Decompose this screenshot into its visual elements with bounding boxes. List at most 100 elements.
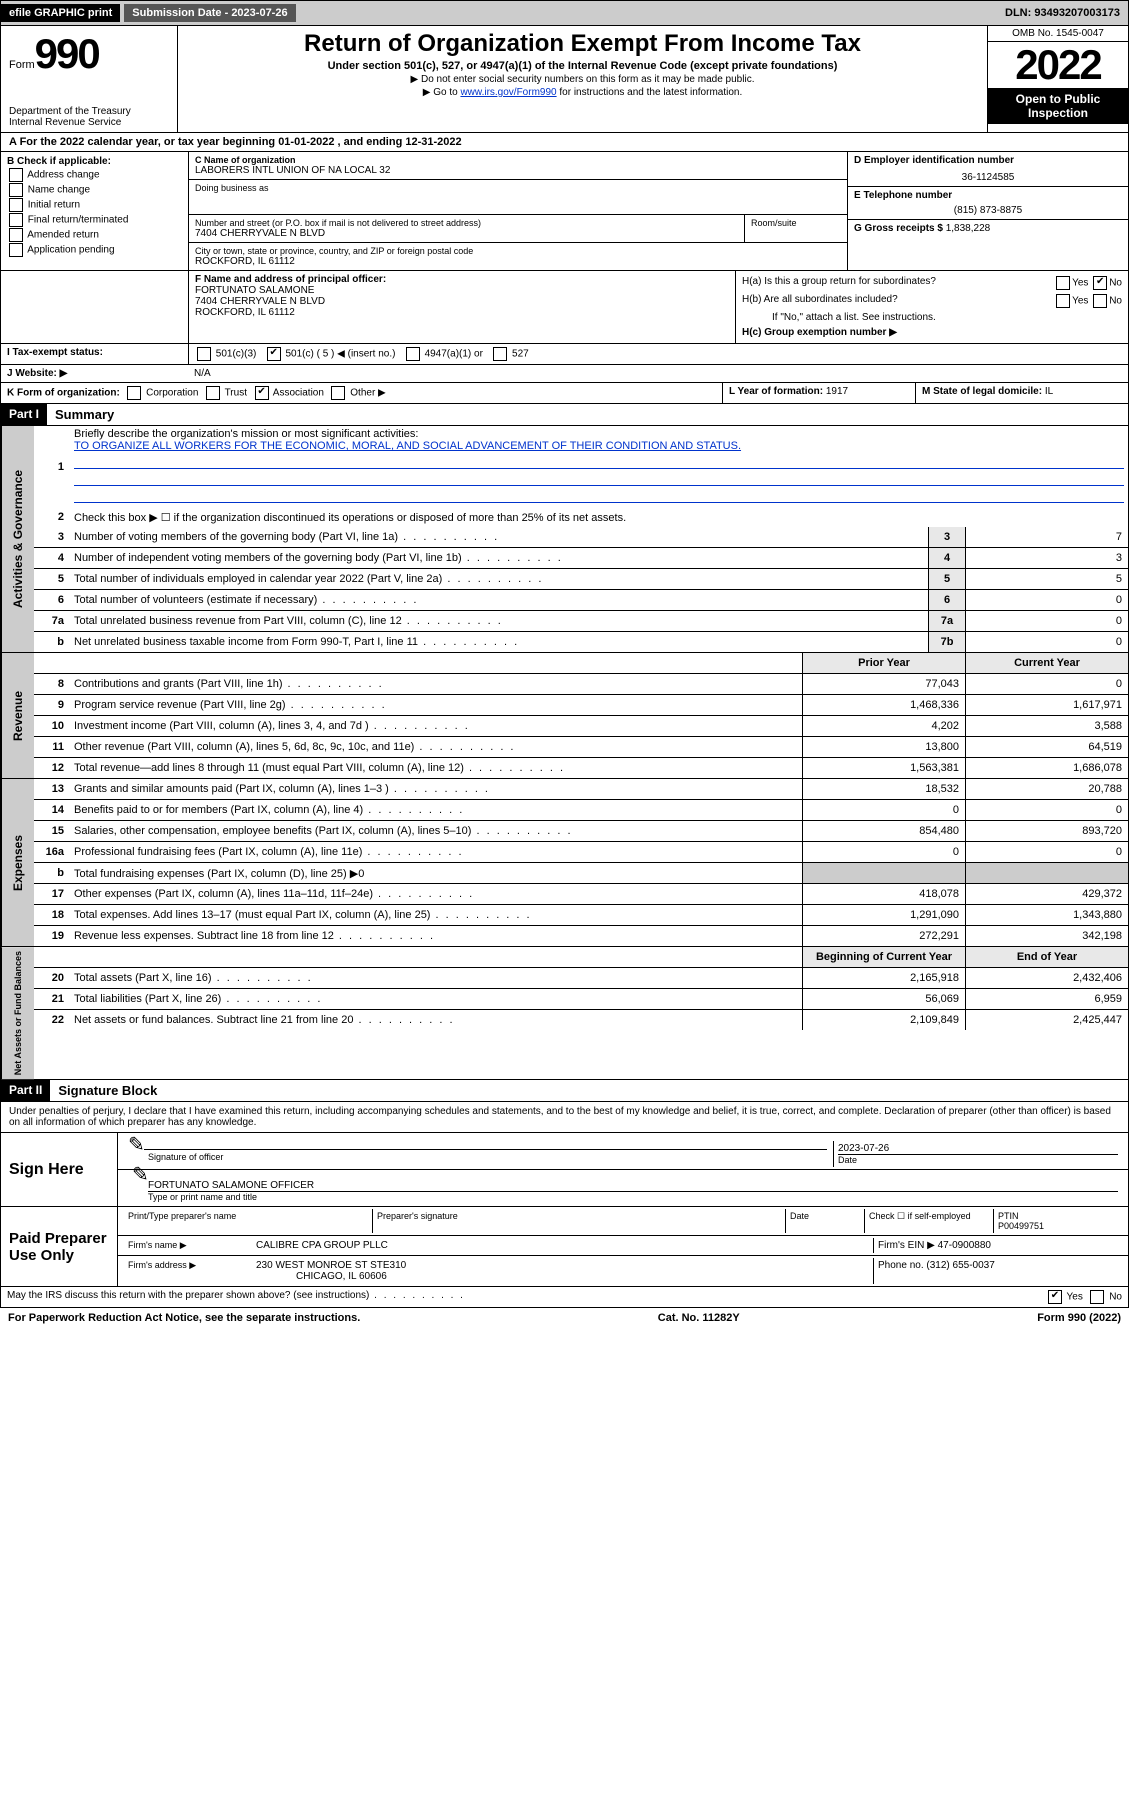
row-klm: K Form of organization: Corporation Trus… <box>0 383 1129 404</box>
state-domicile: IL <box>1045 386 1053 397</box>
ptin-label: PTIN <box>998 1211 1118 1221</box>
chk-other[interactable] <box>331 386 345 400</box>
chk-application-pending[interactable]: Application pending <box>7 243 182 257</box>
net-assets-section: Net Assets or Fund Balances Beginning of… <box>0 947 1129 1080</box>
chk-address-change[interactable]: Address change <box>7 168 182 182</box>
submission-date-button[interactable]: Submission Date - 2023-07-26 <box>124 4 295 22</box>
revenue-section: Revenue Prior Year Current Year 8 Contri… <box>0 653 1129 779</box>
col-b-checkboxes: B Check if applicable: Address change Na… <box>1 152 189 270</box>
row-j-website: J Website: ▶ N/A <box>0 365 1129 383</box>
chk-527[interactable] <box>493 347 507 361</box>
ein-value: 36-1124585 <box>854 172 1122 183</box>
ha-no[interactable] <box>1093 276 1107 290</box>
footer-right: Form 990 (2022) <box>1037 1312 1121 1324</box>
name-title-label: Type or print name and title <box>148 1191 1118 1202</box>
chk-501c[interactable] <box>267 347 281 361</box>
tax-year: 2022 <box>988 42 1128 88</box>
prep-sig-label: Preparer's signature <box>373 1209 786 1233</box>
ptin-value: P00499751 <box>998 1221 1118 1231</box>
i-label: I Tax-exempt status: <box>1 344 189 364</box>
part1-badge: Part I <box>1 404 47 425</box>
header-center: Return of Organization Exempt From Incom… <box>178 26 987 132</box>
discuss-label: May the IRS discuss this return with the… <box>1 1287 916 1307</box>
vtab-revenue: Revenue <box>1 653 34 778</box>
declaration-text: Under penalties of perjury, I declare th… <box>0 1102 1129 1133</box>
chk-amended-return[interactable]: Amended return <box>7 228 182 242</box>
line-12: 12 Total revenue—add lines 8 through 11 … <box>34 758 1128 778</box>
row-fh: F Name and address of principal officer:… <box>0 271 1129 344</box>
q2-label: Check this box ▶ ☐ if the organization d… <box>70 509 1128 526</box>
discuss-row: May the IRS discuss this return with the… <box>0 1287 1129 1308</box>
ha-yes[interactable] <box>1056 276 1070 290</box>
paid-preparer-label: Paid Preparer Use Only <box>1 1207 117 1286</box>
form-note-1: ▶ Do not enter social security numbers o… <box>186 74 979 85</box>
form-note-2: ▶ Go to www.irs.gov/Form990 for instruct… <box>186 87 979 98</box>
prep-date-label: Date <box>786 1209 865 1233</box>
firm-addr-label: Firm's address ▶ <box>124 1258 252 1284</box>
discuss-yes[interactable] <box>1048 1290 1062 1304</box>
firm-name-label: Firm's name ▶ <box>124 1238 252 1253</box>
firm-ein-label: Firm's EIN ▶ <box>878 1240 935 1251</box>
part1-header-row: Part I Summary <box>0 404 1129 426</box>
note2-post: for instructions and the latest informat… <box>557 87 743 98</box>
line-16a: 16a Professional fundraising fees (Part … <box>34 842 1128 863</box>
chk-trust[interactable] <box>206 386 220 400</box>
principal-officer: F Name and address of principal officer:… <box>189 271 736 343</box>
paid-preparer-section: Paid Preparer Use Only Print/Type prepar… <box>0 1207 1129 1287</box>
k-label: K Form of organization: <box>7 388 120 399</box>
street-value: 7404 CHERRYVALE N BLVD <box>195 228 738 239</box>
form-subtitle: Under section 501(c), 527, or 4947(a)(1)… <box>186 60 979 72</box>
page-footer: For Paperwork Reduction Act Notice, see … <box>0 1308 1129 1328</box>
dln-label: DLN: 93493207003173 <box>1005 7 1128 19</box>
line-18: 18 Total expenses. Add lines 13–17 (must… <box>34 905 1128 926</box>
officer-name-title: FORTUNATO SALAMONE OFFICER <box>148 1180 1118 1191</box>
form-title: Return of Organization Exempt From Incom… <box>186 30 979 58</box>
city-value: ROCKFORD, IL 61112 <box>195 256 841 267</box>
part1-title: Summary <box>47 404 122 425</box>
sign-here-section: Sign Here ✎ Signature of officer 2023-07… <box>0 1133 1129 1207</box>
phone-label: E Telephone number <box>854 190 1122 201</box>
dept-label: Department of the Treasury <box>9 106 169 117</box>
chk-initial-return[interactable]: Initial return <box>7 198 182 212</box>
line-11: 11 Other revenue (Part VIII, column (A),… <box>34 737 1128 758</box>
hb-note: If "No," attach a list. See instructions… <box>742 310 1122 325</box>
discuss-no[interactable] <box>1090 1290 1104 1304</box>
line-10: 10 Investment income (Part VIII, column … <box>34 716 1128 737</box>
chk-4947[interactable] <box>406 347 420 361</box>
website-value: N/A <box>188 365 217 382</box>
line-13: 13 Grants and similar amounts paid (Part… <box>34 779 1128 800</box>
hb-label: H(b) Are all subordinates included? <box>742 294 898 308</box>
top-toolbar: efile GRAPHIC print Submission Date - 20… <box>0 0 1129 26</box>
chk-501c3[interactable] <box>197 347 211 361</box>
chk-name-change[interactable]: Name change <box>7 183 182 197</box>
check-self-employed[interactable]: Check ☐ if self-employed <box>865 1209 994 1233</box>
part2-badge: Part II <box>1 1080 50 1101</box>
line-7a: 7a Total unrelated business revenue from… <box>34 611 1128 632</box>
q1-label: Briefly describe the organization's miss… <box>74 428 418 440</box>
firm-city-value: CHICAGO, IL 60606 <box>296 1271 869 1282</box>
efile-button[interactable]: efile GRAPHIC print <box>1 4 120 22</box>
j-label: J Website: ▶ <box>1 365 188 382</box>
ein-label: D Employer identification number <box>854 155 1122 166</box>
chk-corp[interactable] <box>127 386 141 400</box>
city-label: City or town, state or province, country… <box>195 246 841 256</box>
col-d-ein: D Employer identification number 36-1124… <box>847 152 1128 270</box>
col-prior-year: Prior Year <box>802 653 965 673</box>
h-section: H(a) Is this a group return for subordin… <box>736 271 1128 343</box>
l-label: L Year of formation: <box>729 386 823 397</box>
form990-link[interactable]: www.irs.gov/Form990 <box>460 87 556 98</box>
dba-label: Doing business as <box>195 183 841 193</box>
hb-yes[interactable] <box>1056 294 1070 308</box>
line-21: 21 Total liabilities (Part X, line 26) 5… <box>34 989 1128 1010</box>
line-19: 19 Revenue less expenses. Subtract line … <box>34 926 1128 946</box>
firm-ein-value: 47-0900880 <box>938 1240 991 1251</box>
line-22: 22 Net assets or fund balances. Subtract… <box>34 1010 1128 1030</box>
chk-final-return[interactable]: Final return/terminated <box>7 213 182 227</box>
sig-date-value: 2023-07-26 <box>838 1143 1118 1154</box>
hb-no[interactable] <box>1093 294 1107 308</box>
irs-label: Internal Revenue Service <box>9 117 169 128</box>
vtab-expenses: Expenses <box>1 779 34 946</box>
ha-label: H(a) Is this a group return for subordin… <box>742 276 936 290</box>
omb-number: OMB No. 1545-0047 <box>988 26 1128 42</box>
chk-assoc[interactable] <box>255 386 269 400</box>
